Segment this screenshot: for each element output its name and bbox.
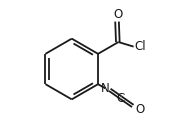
Text: C: C [116, 92, 124, 105]
Text: N: N [101, 82, 110, 95]
Text: Cl: Cl [134, 40, 146, 53]
Text: O: O [113, 8, 122, 21]
Text: O: O [136, 103, 145, 116]
